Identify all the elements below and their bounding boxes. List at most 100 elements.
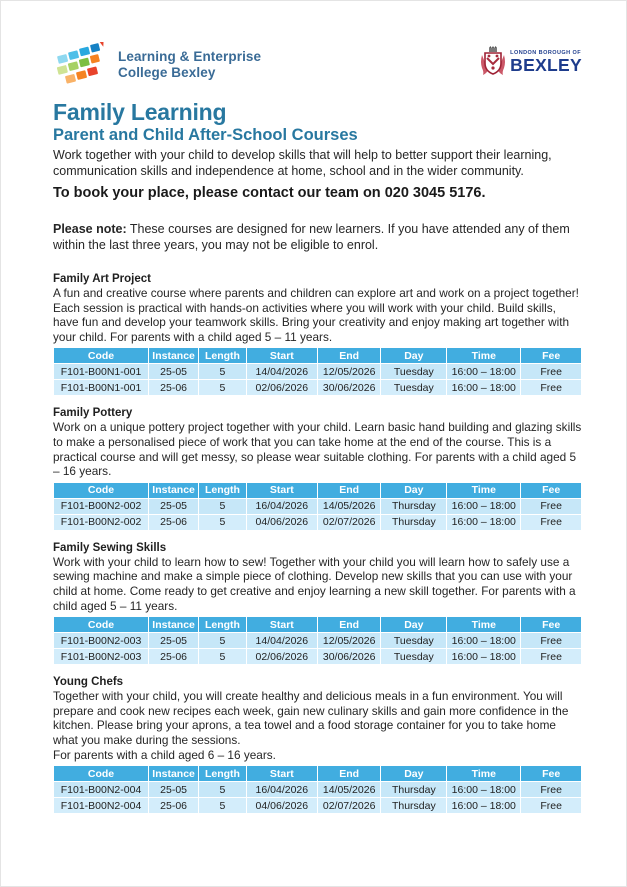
table-cell: 25-06	[148, 797, 200, 815]
table-header-cell: Start	[245, 765, 318, 783]
table-row: F101-B00N2-004 25-05 5 16/04/2026 14/05/2026…	[52, 781, 582, 799]
course-table: Code Instance Length Start End Day Time Fee F10…	[52, 347, 582, 397]
page-title: Family Learning	[53, 99, 227, 125]
table-cell: 16:00 – 18:00	[446, 379, 522, 397]
bexley-logo: LONDON BOROUGH OF BEXLEY	[480, 46, 582, 78]
table-cell: F101-B00N2-003	[52, 648, 150, 666]
bexley-crest-icon	[481, 46, 506, 75]
college-logo-line1: Learning & Enterprise	[118, 49, 262, 64]
table-row: F101-B00N2-004 25-06 5 04/06/2026 02/07/2026…	[52, 797, 582, 815]
table-cell: 14/05/2026	[316, 781, 382, 799]
table-header-cell: End	[316, 765, 382, 783]
table-header-cell: Instance	[148, 616, 200, 634]
table-header-cell: Fee	[520, 616, 582, 634]
table-cell: 16:00 – 18:00	[446, 497, 522, 515]
table-row: F101-B00N2-002 25-06 5 04/06/2026 02/07/2026…	[52, 513, 582, 531]
table-header-cell: Start	[245, 616, 318, 634]
table-cell: Thursday	[380, 513, 448, 531]
table-cell: 02/07/2026	[316, 513, 382, 531]
college-logo-icon	[56, 42, 104, 84]
table-header-cell: Time	[446, 347, 522, 365]
course-title: Family Art Project	[53, 273, 151, 285]
table-cell: F101-B00N2-002	[52, 513, 150, 531]
table-cell: 25-05	[148, 632, 200, 650]
college-logo: Learning & Enterprise College Bexley	[55, 42, 261, 88]
table-header-cell: End	[316, 347, 382, 365]
intro-description: Work together with your child to develop…	[53, 148, 552, 178]
table-cell: F101-B00N2-003	[52, 632, 150, 650]
course-title: Family Pottery	[53, 407, 133, 420]
course-table: Code Instance Length Start End Day Time Fee F10…	[52, 481, 582, 531]
table-cell: Free	[520, 648, 582, 666]
table-cell: 14/05/2026	[316, 497, 382, 515]
table-row: F101-B00N1-001 25-06 5 02/06/2026 30/06/2026…	[52, 379, 582, 397]
course-section: Family Sewing Skills Work with your chil…	[52, 541, 582, 666]
table-cell: 16/04/2026	[245, 497, 318, 515]
table-cell: F101-B00N2-002	[52, 497, 150, 515]
table-cell: 5	[198, 781, 247, 799]
table-header-cell: Code	[52, 765, 150, 783]
table-cell: Free	[520, 363, 582, 381]
table-cell: 25-06	[148, 513, 200, 531]
table-cell: 02/07/2026	[316, 797, 382, 815]
table-cell: Free	[520, 513, 582, 531]
table-header-row: Code Instance Length Start End Day Time Fee	[52, 616, 582, 634]
table-cell: Free	[520, 781, 582, 799]
table-header-cell: Length	[198, 765, 247, 783]
table-cell: 25-06	[148, 379, 200, 397]
table-header-cell: Day	[380, 616, 448, 634]
table-cell: 04/06/2026	[245, 513, 318, 531]
table-header-cell: Fee	[520, 765, 582, 783]
course-section: Young Chefs Together with your child, yo…	[52, 675, 582, 815]
table-cell: Thursday	[380, 497, 448, 515]
table-cell: Tuesday	[380, 648, 448, 666]
table-header-cell: Time	[446, 765, 522, 783]
main-content: Family Learning Parent and Child After-S…	[52, 99, 582, 824]
table-cell: Free	[520, 379, 582, 397]
table-cell: 16:00 – 18:00	[446, 781, 522, 799]
table-cell: 16:00 – 18:00	[446, 648, 522, 666]
table-row: F101-B00N2-002 25-05 5 16/04/2026 14/05/2026…	[52, 497, 582, 515]
table-header-cell: Start	[245, 347, 318, 365]
table-header-cell: Day	[380, 347, 448, 365]
table-cell: Thursday	[380, 781, 448, 799]
table-cell: Thursday	[380, 797, 448, 815]
table-cell: 5	[198, 648, 247, 666]
table-header-cell: Time	[446, 616, 522, 634]
table-cell: 25-05	[148, 497, 200, 515]
course-description: A fun and creative course where parents …	[53, 286, 579, 344]
table-cell: Free	[520, 632, 582, 650]
course-description: Work with your child to learn how to sew…	[53, 554, 576, 613]
table-header-cell: Instance	[148, 347, 200, 365]
table-cell: Tuesday	[380, 379, 448, 397]
course-section: Family Pottery Work on a unique pottery …	[52, 406, 582, 531]
table-header-cell: Instance	[148, 765, 200, 783]
table-cell: 5	[198, 379, 247, 397]
table-cell: 12/05/2026	[316, 632, 382, 650]
course-table: Code Instance Length Start End Day Time Fee F10…	[52, 765, 582, 815]
table-cell: 14/04/2026	[245, 632, 318, 650]
table-header-cell: Fee	[520, 481, 582, 499]
table-cell: 5	[198, 632, 247, 650]
table-header-cell: Length	[198, 347, 247, 365]
table-header-cell: Fee	[520, 347, 582, 365]
table-header-cell: Start	[245, 481, 318, 499]
table-cell: Tuesday	[380, 363, 448, 381]
table-header-cell: Code	[52, 481, 150, 499]
table-cell: 5	[198, 797, 247, 815]
table-cell: Free	[520, 797, 582, 815]
course-description: Together with your child, you will creat…	[53, 689, 569, 747]
table-row: F101-B00N1-001 25-05 5 14/04/2026 12/05/2026…	[52, 363, 582, 381]
table-cell: F101-B00N1-001	[52, 379, 150, 397]
table-cell: 25-05	[148, 363, 200, 381]
course-title: Young Chefs	[53, 676, 124, 689]
note-paragraph: Please note: These courses are designed …	[53, 222, 582, 253]
table-cell: Tuesday	[380, 632, 448, 650]
table-cell: 5	[198, 363, 247, 381]
table-header-cell: Code	[52, 347, 150, 365]
table-cell: 16:00 – 18:00	[446, 513, 522, 531]
table-cell: Free	[520, 497, 582, 515]
table-header-cell: Day	[380, 481, 448, 499]
table-header-cell: Length	[198, 616, 247, 634]
